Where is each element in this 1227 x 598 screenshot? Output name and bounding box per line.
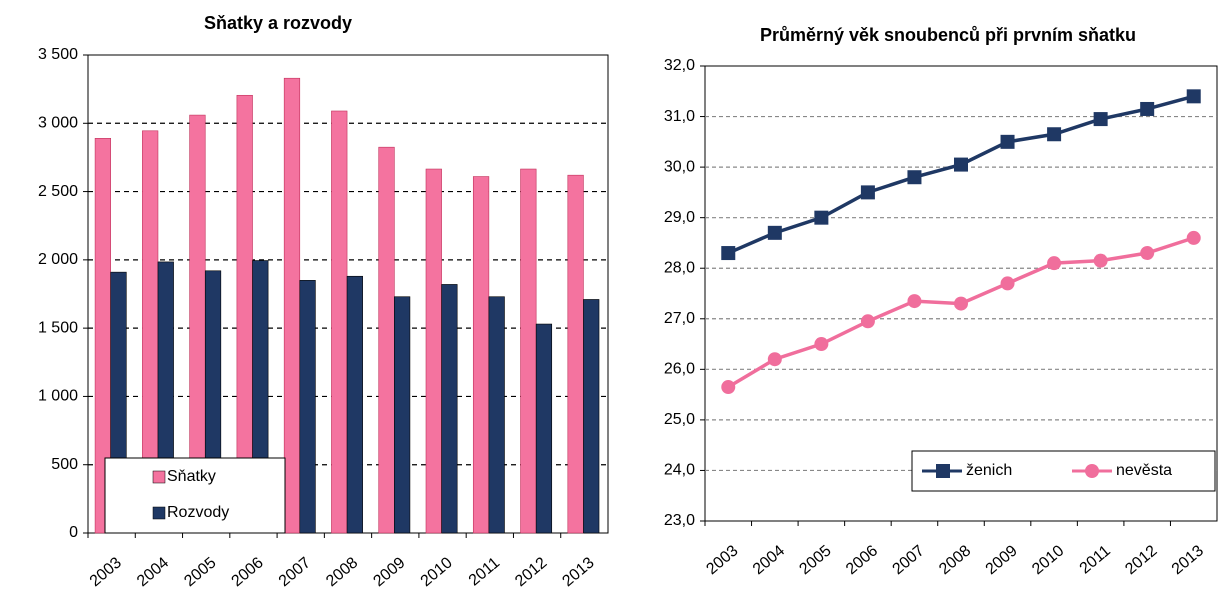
bar <box>472 176 490 534</box>
marker <box>1140 246 1155 261</box>
plot-area <box>704 65 1218 522</box>
bar <box>520 168 537 534</box>
y-tick-label: 3 000 <box>38 115 78 132</box>
marker <box>954 157 968 172</box>
bar <box>441 284 458 534</box>
marker <box>721 246 736 261</box>
x-tick-label: 2010 <box>418 554 456 590</box>
x-tick-label: 2009 <box>370 554 408 590</box>
x-tick-label: 2009 <box>983 542 1021 578</box>
x-tick-label: 2007 <box>276 554 314 590</box>
x-tick-label: 2005 <box>796 542 834 578</box>
bar <box>583 299 600 534</box>
x-tick-label: 2004 <box>750 542 788 578</box>
x-tick-label: 2011 <box>466 554 503 589</box>
marker <box>1047 127 1062 142</box>
y-tick-label: 29,0 <box>664 209 695 226</box>
x-tick-label: 2012 <box>512 554 550 590</box>
y-tick-label: 30,0 <box>664 158 695 175</box>
x-tick-label: 2013 <box>1169 542 1207 578</box>
legend-label: ženich <box>966 462 1012 479</box>
y-tick-label: 500 <box>51 456 78 473</box>
legend-label: Sňatky <box>167 468 216 485</box>
x-tick-label: 2003 <box>87 554 125 590</box>
bar <box>378 146 395 534</box>
y-tick-label: 1 000 <box>38 388 78 405</box>
y-tick-label: 0 <box>69 524 78 541</box>
legend-label: nevěsta <box>1116 462 1172 479</box>
marker <box>1000 134 1015 149</box>
bar <box>331 110 348 534</box>
chart-title: Sňatky a rozvody <box>204 13 352 33</box>
x-tick-label: 2011 <box>1077 542 1114 577</box>
y-tick-label: 24,0 <box>664 462 695 479</box>
x-tick-label: 2005 <box>181 554 219 590</box>
legend-label: Rozvody <box>167 504 229 521</box>
bar <box>394 296 411 534</box>
bar <box>535 323 553 534</box>
marker <box>1047 256 1062 271</box>
legend-marker <box>1085 464 1099 478</box>
marker <box>814 337 829 352</box>
bar <box>567 174 584 534</box>
x-tick-label: 2007 <box>890 542 928 578</box>
legend-swatch <box>152 506 166 520</box>
y-tick-label: 32,0 <box>664 57 695 74</box>
chart-title: Průměrný věk snoubenců při prvním sňatku <box>760 25 1136 45</box>
bar <box>283 77 301 534</box>
x-tick-label: 2006 <box>843 542 881 578</box>
y-tick-label: 31,0 <box>664 108 695 125</box>
marker <box>1093 112 1108 127</box>
y-tick-label: 2 500 <box>38 183 78 200</box>
y-tick-label: 3 500 <box>38 46 78 63</box>
marker <box>767 352 782 367</box>
marker <box>1186 89 1201 104</box>
marker <box>907 294 922 309</box>
marker <box>721 380 736 395</box>
bar <box>425 168 442 534</box>
marker <box>907 170 922 185</box>
legend-box <box>104 457 286 534</box>
legend-swatch <box>152 470 166 484</box>
legend-marker <box>936 464 950 478</box>
y-tick-label: 23,0 <box>664 512 695 529</box>
x-tick-label: 2010 <box>1029 542 1067 578</box>
marker <box>1186 230 1201 245</box>
x-tick-label: 2013 <box>559 554 597 590</box>
marker <box>860 314 875 329</box>
x-tick-label: 2008 <box>936 542 974 578</box>
y-tick-label: 25,0 <box>664 411 695 428</box>
legend-box <box>911 450 1216 492</box>
x-tick-label: 2003 <box>703 542 741 578</box>
bar <box>346 275 363 534</box>
x-tick-label: 2008 <box>323 554 361 590</box>
marker <box>1140 101 1155 116</box>
x-tick-label: 2004 <box>134 554 172 590</box>
marker <box>954 296 968 311</box>
marker <box>1093 253 1108 268</box>
y-tick-label: 1 500 <box>38 319 78 336</box>
y-tick-label: 28,0 <box>664 259 695 276</box>
bar <box>488 296 505 534</box>
y-tick-label: 27,0 <box>664 310 695 327</box>
x-tick-label: 2006 <box>229 554 267 590</box>
x-tick-label: 2012 <box>1122 542 1160 578</box>
marker <box>814 210 829 225</box>
marker <box>767 225 782 240</box>
marker <box>860 185 875 200</box>
bar <box>299 280 316 534</box>
y-tick-label: 2 000 <box>38 251 78 268</box>
marker <box>1000 276 1015 291</box>
y-tick-label: 26,0 <box>664 361 695 378</box>
